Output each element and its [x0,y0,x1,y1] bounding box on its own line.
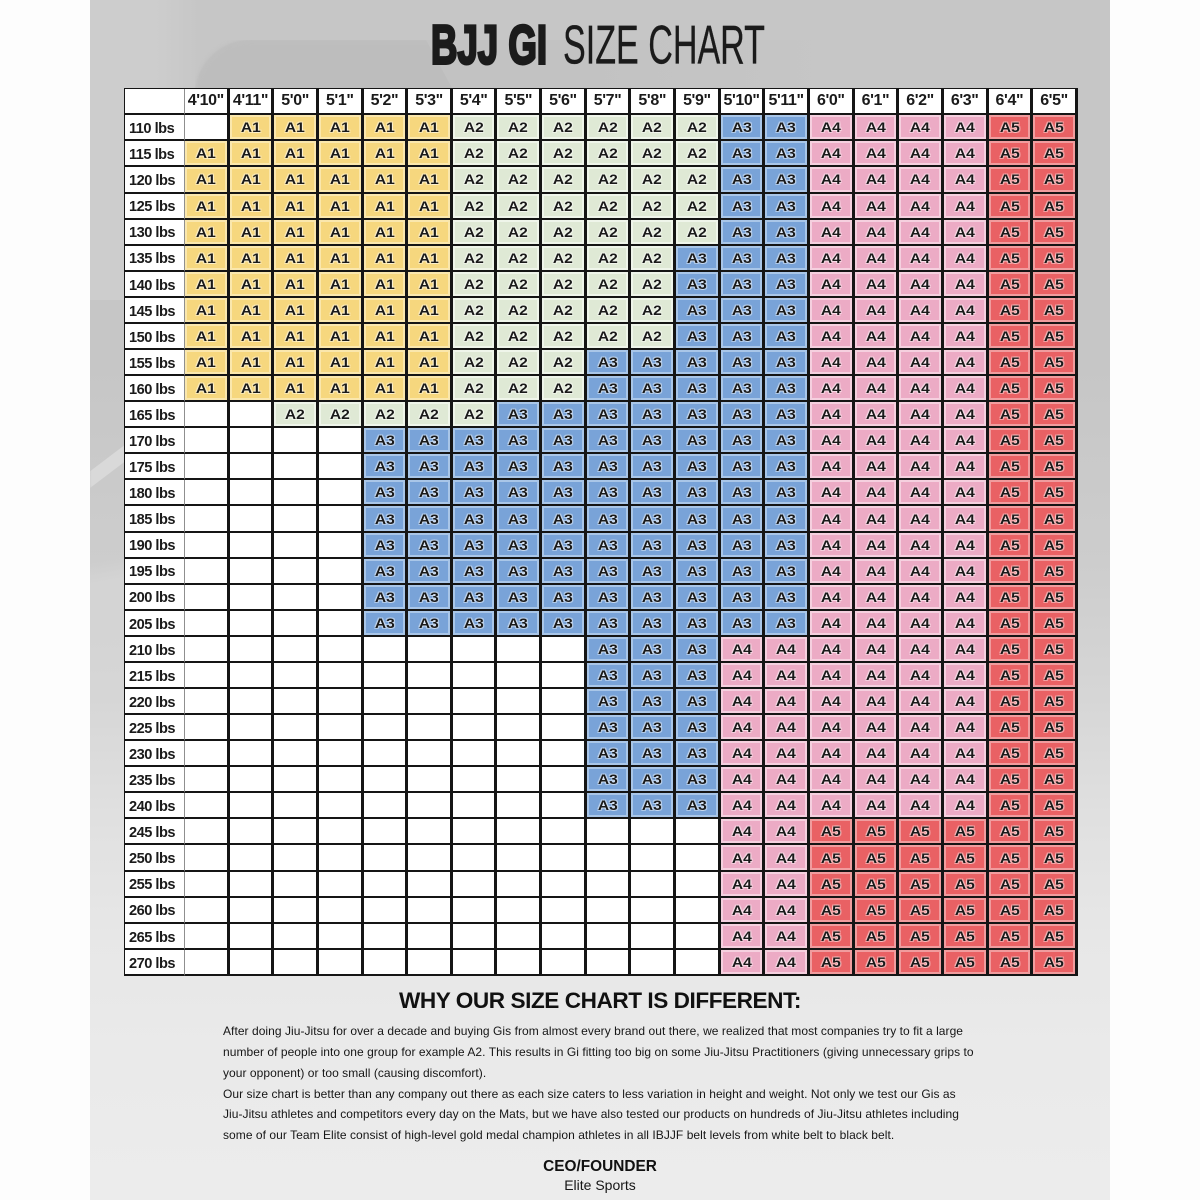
svg-text:BJJ GI: BJJ GI [431,14,547,76]
svg-text:SIZE CHART: SIZE CHART [563,14,765,76]
